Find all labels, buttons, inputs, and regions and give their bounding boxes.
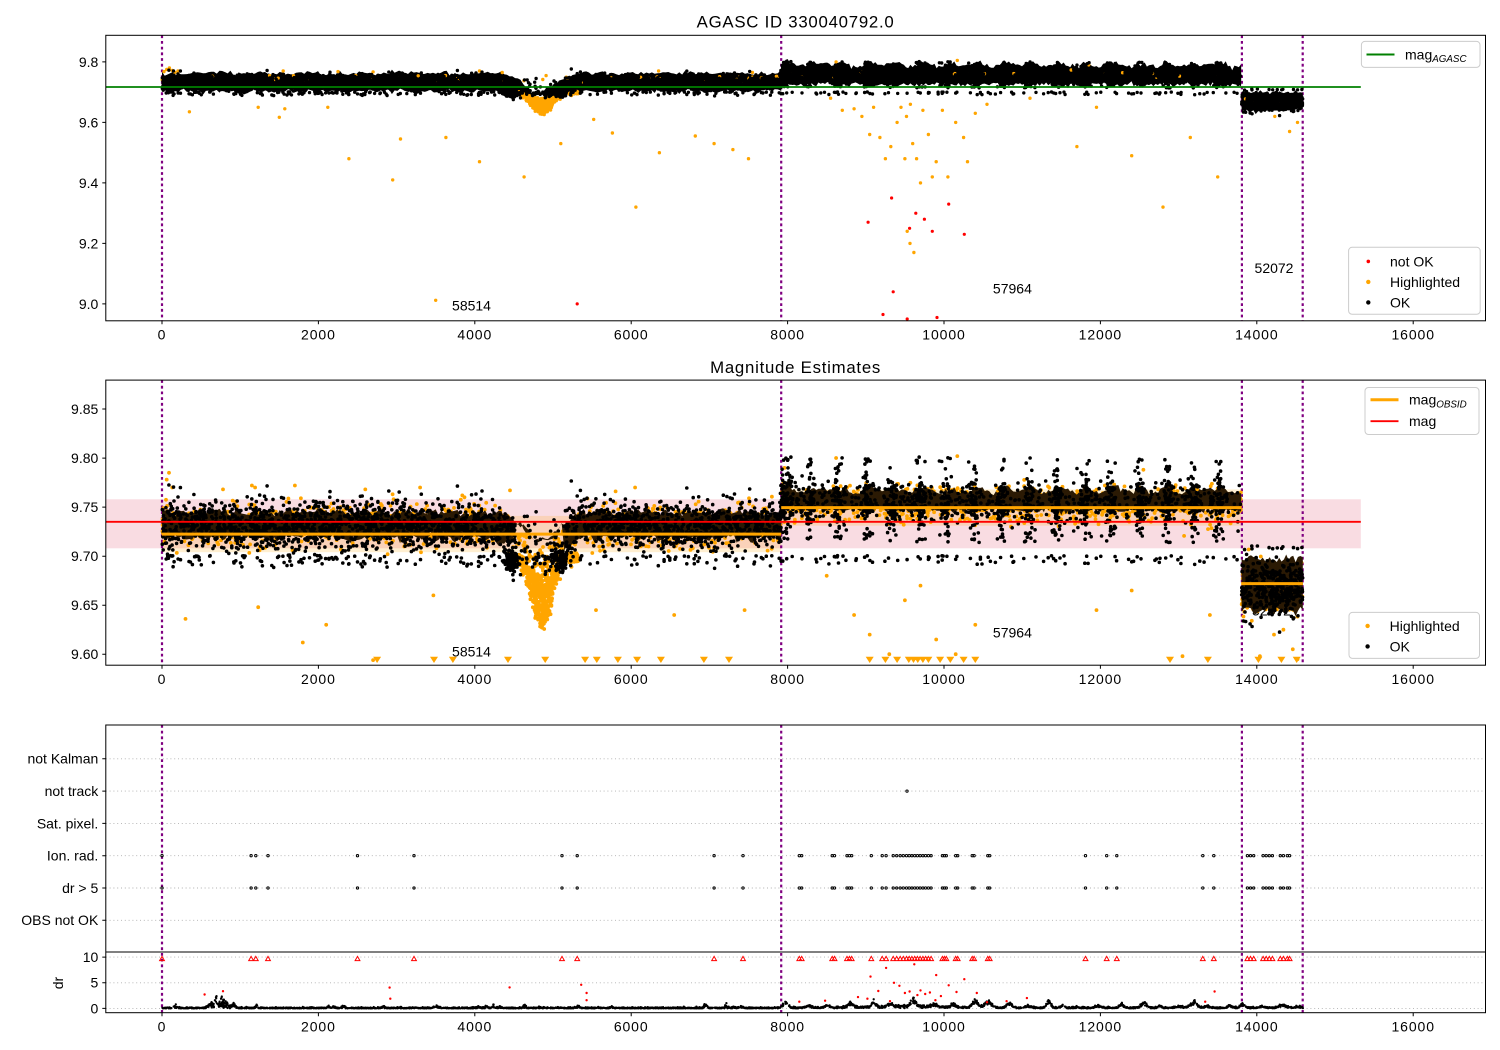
svg-text:not track: not track	[45, 783, 100, 799]
svg-text:12000: 12000	[1079, 671, 1122, 687]
svg-text:8000: 8000	[770, 326, 805, 342]
svg-text:9.8: 9.8	[79, 54, 99, 70]
svg-text:58514: 58514	[452, 643, 491, 659]
svg-text:58514: 58514	[452, 297, 491, 313]
svg-text:OBS not OK: OBS not OK	[21, 912, 99, 928]
svg-text:0: 0	[158, 1018, 167, 1034]
svg-text:OK: OK	[1390, 294, 1411, 310]
svg-text:6000: 6000	[614, 326, 649, 342]
svg-text:8000: 8000	[770, 671, 805, 687]
svg-text:Magnitude Estimates: Magnitude Estimates	[710, 358, 881, 377]
svg-text:not OK: not OK	[1390, 253, 1434, 269]
svg-text:9.6: 9.6	[79, 114, 99, 130]
svg-text:2000: 2000	[301, 1018, 336, 1034]
svg-text:10000: 10000	[922, 1018, 965, 1034]
svg-text:57964: 57964	[993, 280, 1032, 296]
svg-text:4000: 4000	[457, 671, 492, 687]
svg-text:9.75: 9.75	[71, 499, 98, 515]
svg-text:14000: 14000	[1235, 326, 1278, 342]
svg-text:9.60: 9.60	[71, 646, 98, 662]
svg-text:14000: 14000	[1235, 1018, 1278, 1034]
svg-text:2000: 2000	[301, 326, 336, 342]
svg-text:0: 0	[158, 671, 167, 687]
svg-text:9.80: 9.80	[71, 450, 98, 466]
svg-text:8000: 8000	[770, 1018, 805, 1034]
svg-text:12000: 12000	[1079, 1018, 1122, 1034]
svg-text:9.4: 9.4	[79, 175, 99, 191]
svg-text:9.2: 9.2	[79, 235, 99, 251]
svg-text:0: 0	[91, 1000, 99, 1016]
svg-text:Highlighted: Highlighted	[1390, 618, 1460, 634]
svg-text:4000: 4000	[457, 326, 492, 342]
svg-text:16000: 16000	[1391, 326, 1434, 342]
svg-text:2000: 2000	[301, 671, 336, 687]
svg-text:Ion. rad.: Ion. rad.	[47, 848, 98, 864]
svg-text:9.70: 9.70	[71, 548, 98, 564]
svg-text:10000: 10000	[922, 671, 965, 687]
svg-text:9.85: 9.85	[71, 401, 98, 417]
svg-text:mag: mag	[1409, 413, 1436, 429]
svg-text:10000: 10000	[922, 326, 965, 342]
svg-text:4000: 4000	[457, 1018, 492, 1034]
svg-text:16000: 16000	[1391, 671, 1434, 687]
svg-text:dr: dr	[50, 976, 66, 989]
svg-text:not Kalman: not Kalman	[27, 751, 98, 767]
svg-text:12000: 12000	[1079, 326, 1122, 342]
svg-text:AGASC ID 330040792.0: AGASC ID 330040792.0	[697, 12, 895, 31]
svg-text:14000: 14000	[1235, 671, 1278, 687]
svg-text:6000: 6000	[614, 671, 649, 687]
svg-text:10: 10	[83, 949, 99, 965]
svg-text:57964: 57964	[993, 624, 1032, 640]
svg-text:Highlighted: Highlighted	[1390, 274, 1460, 290]
svg-text:52072: 52072	[1255, 260, 1294, 276]
svg-text:Sat. pixel.: Sat. pixel.	[37, 815, 98, 831]
svg-text:5: 5	[91, 975, 99, 991]
svg-text:0: 0	[158, 326, 167, 342]
svg-text:16000: 16000	[1391, 1018, 1434, 1034]
svg-text:OK: OK	[1390, 638, 1411, 654]
svg-text:9.0: 9.0	[79, 296, 99, 312]
svg-text:6000: 6000	[614, 1018, 649, 1034]
svg-text:9.65: 9.65	[71, 597, 98, 613]
svg-text:dr > 5: dr > 5	[62, 880, 98, 896]
